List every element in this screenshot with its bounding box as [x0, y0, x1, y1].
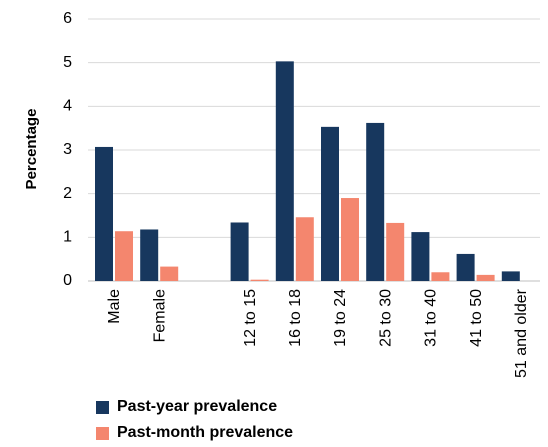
bar-past-month: [476, 274, 495, 281]
bar-past-year: [366, 122, 385, 281]
bar-past-year: [140, 229, 159, 281]
x-tick-label: 12 to 15: [242, 289, 259, 347]
y-tick-label: 3: [63, 141, 72, 158]
bar-past-month: [295, 217, 314, 281]
bar-past-month: [250, 279, 269, 281]
bar-past-year: [95, 146, 113, 281]
y-tick-label: 6: [63, 10, 72, 27]
x-axis-ticks: Male Female 12 to 15 16 to 18 19 to 24 25 to …: [106, 288, 530, 378]
y-tick-label: 0: [63, 272, 72, 289]
bar-past-year: [230, 222, 249, 281]
bar-past-year: [275, 61, 294, 282]
legend-swatch-past-year: [96, 400, 109, 414]
x-tick-label: 16 to 18: [287, 289, 304, 347]
bars: [95, 61, 520, 282]
bar-past-month: [431, 272, 450, 281]
x-tick-label: 19 to 24: [332, 289, 349, 347]
bar-past-year: [456, 253, 475, 281]
legend-label-past-year: Past-year prevalence: [117, 398, 278, 415]
x-tick-label: 41 to 50: [468, 289, 485, 347]
bar-past-month: [386, 222, 405, 281]
x-tick-label: 31 to 40: [423, 289, 440, 347]
y-tick-label: 5: [63, 54, 72, 71]
bar-past-month: [341, 198, 359, 281]
y-axis-ticks: 0 1 2 3 4 5 6: [63, 10, 72, 289]
gridlines: [88, 18, 540, 282]
y-tick-label: 2: [63, 185, 72, 202]
legend-label-past-month: Past-month prevalence: [117, 424, 294, 441]
x-tick-label: 25 to 30: [377, 289, 394, 347]
x-tick-label: 51 and older: [513, 288, 530, 378]
x-tick-label: Male: [106, 289, 123, 324]
y-axis-label: Percentage: [23, 109, 40, 190]
bar-past-month: [160, 266, 179, 281]
legend-item-past-month: Past-month prevalence: [96, 420, 293, 446]
legend-item-past-year: Past-year prevalence: [96, 394, 293, 420]
legend-swatch-past-month: [96, 426, 109, 440]
bar-past-year: [411, 232, 430, 281]
y-tick-label: 4: [63, 98, 72, 115]
bar-past-month: [115, 231, 133, 281]
y-tick-label: 1: [63, 229, 72, 246]
bar-past-year: [321, 126, 339, 282]
bar-past-year: [501, 271, 520, 281]
legend: Past-year prevalence Past-month prevalen…: [96, 394, 293, 446]
x-tick-label: Female: [151, 289, 168, 342]
